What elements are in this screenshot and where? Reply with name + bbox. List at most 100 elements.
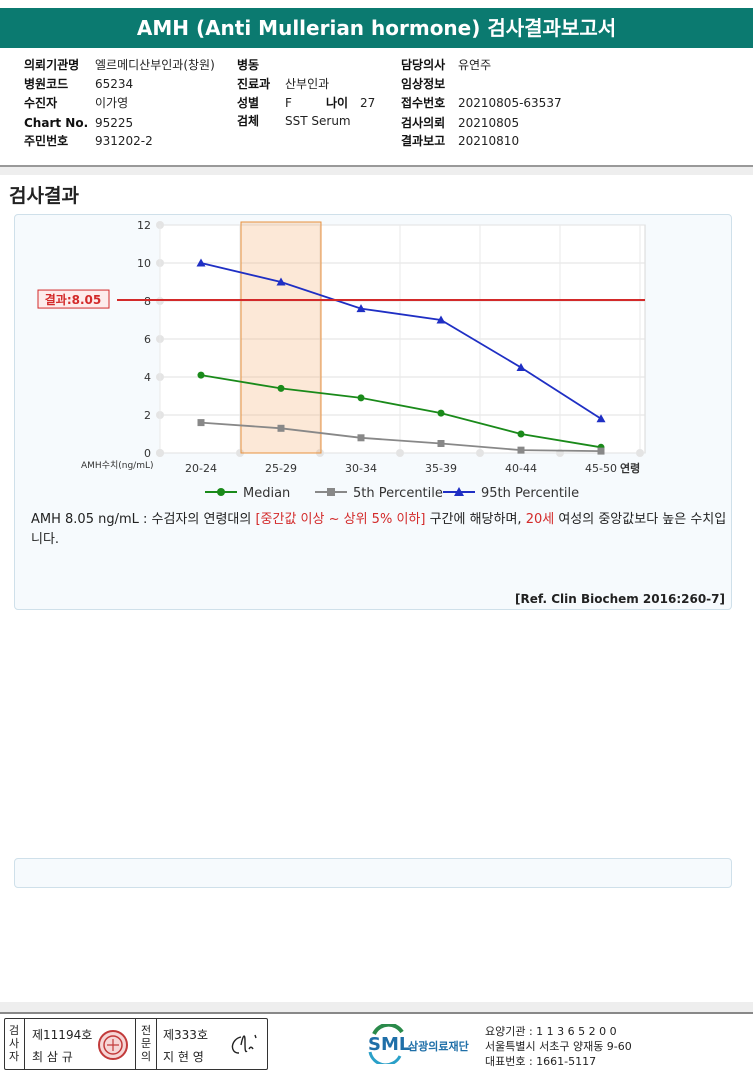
request-label: 검사의뢰 <box>401 116 446 130</box>
x-axis-label: 연령 <box>620 461 640 475</box>
x-tick-label: 25-29 <box>265 462 297 475</box>
patient-label: 수진자 <box>24 96 58 110</box>
doctor-label: 담당의사 <box>401 58 446 72</box>
receipt-label: 접수번호 <box>401 96 446 110</box>
data-point <box>356 304 366 313</box>
age-value: 27 <box>360 96 376 110</box>
data-point <box>517 446 525 454</box>
result-label: 결과:8.05 <box>45 292 102 307</box>
clinical-label: 임상정보 <box>401 77 446 91</box>
org-line2: 서울특별시 서초구 양재동 9-60 <box>485 1040 632 1053</box>
sign-separator <box>156 1019 157 1069</box>
data-point <box>277 384 285 392</box>
expert-number: 제333호 <box>163 1028 208 1042</box>
report-date-value: 20210810 <box>458 134 520 148</box>
specimen-value: SST Serum <box>285 114 351 128</box>
x-tick-dot <box>476 449 484 457</box>
org-line1: 요양기관 : 1 1 3 6 5 2 0 0 <box>485 1025 617 1038</box>
y-tick-label: 6 <box>144 333 151 346</box>
data-point <box>596 414 606 423</box>
footer-band <box>0 1002 753 1012</box>
legend-label: Median <box>243 486 290 501</box>
chart-no-label: Chart No. <box>24 116 89 130</box>
request-value: 20210805 <box>458 116 520 130</box>
expert-name: 지 현 영 <box>163 1050 204 1064</box>
data-point <box>196 258 206 267</box>
doctor-value: 유연주 <box>458 58 492 72</box>
data-point <box>437 409 445 417</box>
receipt-value: 20210805-63537 <box>458 96 562 110</box>
patient-info-section: 의뢰기관명 엘르메디산부인과(창원) 병원코드 65234 수진자 이가영 Ch… <box>0 50 753 167</box>
code-label: 병원코드 <box>24 77 69 91</box>
signature-icon <box>231 1034 257 1054</box>
dept-label: 진료과 <box>237 77 271 91</box>
data-point <box>436 315 446 324</box>
data-point <box>277 424 285 432</box>
org-logo: SML 삼광의료재단 <box>366 1022 482 1068</box>
age-label: 나이 <box>326 96 349 110</box>
tester-name: 최 삼 규 <box>32 1050 73 1064</box>
x-tick-label: 35-39 <box>425 462 457 475</box>
data-point <box>516 363 526 371</box>
report-date-label: 결과보고 <box>401 134 446 148</box>
expert-label: 전문의 <box>140 1024 152 1063</box>
x-tick-label: 20-24 <box>185 462 217 475</box>
x-tick-dot <box>396 449 404 457</box>
org-short: SML <box>368 1034 411 1055</box>
dept-value: 산부인과 <box>285 77 330 91</box>
reference: [Ref. Clin Biochem 2016:260-7] <box>515 592 725 606</box>
highlight-age-band <box>240 221 322 454</box>
code-value: 65234 <box>95 77 134 91</box>
footer-divider <box>0 1012 753 1014</box>
patient-value: 이가영 <box>95 96 129 110</box>
interp-part3: 구간에 해당하며, <box>425 512 526 527</box>
y-tick-label: 0 <box>144 447 151 460</box>
y-tick-label: 2 <box>144 409 151 422</box>
sign-separator <box>24 1019 25 1069</box>
legend-marker <box>454 487 464 496</box>
x-tick-label: 30-34 <box>345 462 377 475</box>
result-label-box <box>37 289 110 309</box>
tester-number: 제11194호 <box>32 1028 93 1042</box>
specimen-label: 검체 <box>237 114 260 128</box>
x-tick-label: 45-50 <box>585 462 617 475</box>
x-tick-dot <box>156 449 164 457</box>
divider-band <box>0 167 753 175</box>
org-name: 삼광의료재단 <box>408 1040 469 1053</box>
result-panel: 0 2 4 6 8 10 12 20-24 25-29 30-34 35-39 40-44 45-50 연… <box>14 214 732 610</box>
legend-label: 95th Percentile <box>481 486 579 501</box>
x-tick-dot <box>636 449 644 457</box>
id-value: 931202-2 <box>95 134 153 148</box>
interp-part1: AMH 8.05 ng/mL : 수검자의 연령대의 <box>31 512 256 527</box>
data-point <box>276 277 286 286</box>
sex-value: F <box>285 96 292 110</box>
y-axis-label: AMH수치(ng/mL) <box>81 459 154 471</box>
institution-value: 엘르메디산부인과(창원) <box>95 58 215 72</box>
series-line <box>200 421 602 452</box>
data-point <box>597 447 605 455</box>
x-tick-label: 40-44 <box>505 462 537 475</box>
id-label: 주민번호 <box>24 134 69 148</box>
series-line <box>200 262 602 420</box>
data-point <box>197 371 205 379</box>
legend-marker <box>327 488 335 496</box>
ward-label: 병동 <box>237 58 260 72</box>
section-title: 검사결과 <box>9 185 79 207</box>
data-point <box>517 430 525 438</box>
tester-label: 검사자 <box>8 1024 20 1063</box>
org-line3: 대표번호 : 1661-5117 <box>485 1055 597 1068</box>
interp-part5: 여성의 중앙값보다 높은 수치입니다. <box>31 512 727 547</box>
comment-panel <box>14 858 732 888</box>
data-point <box>197 419 205 427</box>
data-point <box>357 394 365 402</box>
x-tick-dot <box>236 449 244 457</box>
y-tick-label: 4 <box>144 371 151 384</box>
legend-marker <box>217 488 225 496</box>
series-line <box>200 374 602 449</box>
data-point <box>437 440 445 447</box>
sign-separator <box>135 1019 136 1069</box>
y-tick-label: 10 <box>137 257 151 270</box>
data-point <box>357 434 365 442</box>
institution-label: 의뢰기관명 <box>24 58 80 72</box>
interp-age: 20세 <box>525 512 555 527</box>
